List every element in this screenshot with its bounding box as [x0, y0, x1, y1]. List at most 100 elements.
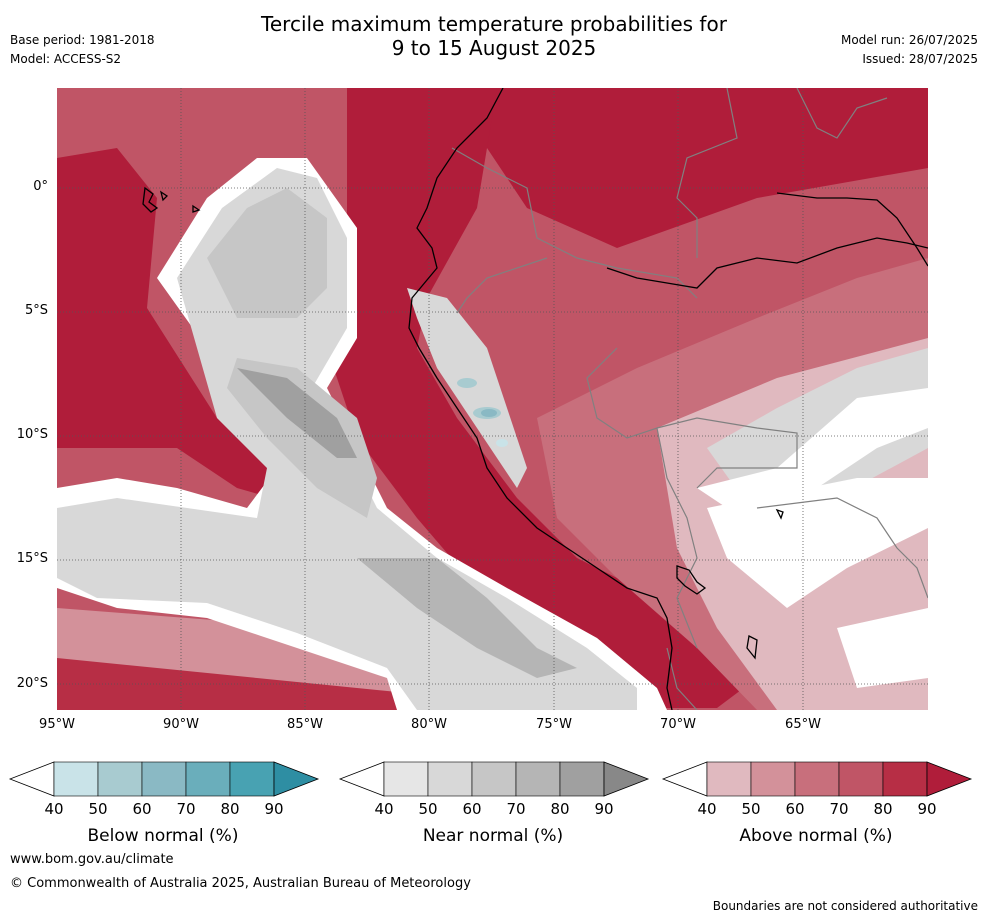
lon-label-75w: 75°W	[536, 717, 572, 732]
near-normal-light	[57, 168, 637, 710]
lon-label-85w: 85°W	[287, 717, 323, 732]
above-normal-label: Above normal (%)	[739, 826, 893, 846]
below-normal-patch-4	[496, 439, 508, 447]
near-normal-east-white	[697, 388, 928, 528]
above-colorbar-max-extension	[926, 761, 973, 797]
near-colorbar-segment-2	[471, 761, 517, 797]
below-colorbar-segment-4	[229, 761, 275, 797]
near-tick-80: 80	[550, 800, 570, 818]
footer-disclaimer: Boundaries are not considered authoritat…	[712, 899, 978, 913]
galapagos-1	[142, 186, 159, 213]
gridlines	[57, 88, 928, 710]
lon-label-95w: 95°W	[39, 717, 75, 732]
near-normal-east-white-2	[707, 478, 928, 608]
chart-title: Tercile maximum temperature probabilitie…	[0, 12, 988, 60]
below-tick-80: 80	[220, 800, 240, 818]
below-colorbar-segment-2	[141, 761, 187, 797]
below-normal-patch-2	[481, 409, 497, 417]
near-normal-mid-2	[227, 358, 377, 518]
above-colorbar-segment-0	[706, 761, 752, 797]
near-colorbar-segment-1	[427, 761, 473, 797]
probability-map	[57, 88, 928, 710]
above-colorbar-segment-4	[882, 761, 928, 797]
title-line-1: Tercile maximum temperature probabilitie…	[261, 12, 727, 36]
lon-label-90w: 90°W	[163, 717, 199, 732]
model-name: Model: ACCESS-S2	[10, 52, 122, 66]
lat-label-0: 0°	[33, 179, 48, 194]
below-normal-shading	[457, 378, 508, 447]
lake-titicaca	[676, 565, 707, 595]
border-peru-brazil	[456, 257, 548, 314]
near-normal-mid	[207, 188, 327, 318]
below-tick-60: 60	[132, 800, 152, 818]
near-tick-70: 70	[506, 800, 526, 818]
coast-north	[776, 192, 928, 267]
above-tick-60: 60	[785, 800, 805, 818]
border-peru-bolivia	[586, 347, 698, 649]
base-period: Base period: 1981-2018	[10, 33, 155, 47]
border-venezuela	[796, 88, 888, 139]
lat-label-10s: 10°S	[16, 427, 48, 442]
lon-label-70w: 70°W	[660, 717, 696, 732]
border-colombia-ecuador-peru	[451, 147, 698, 299]
above-tick-80: 80	[873, 800, 893, 818]
below-colorbar-min-extension	[8, 761, 55, 797]
below-normal-patch-3	[457, 378, 477, 388]
above-colorbar-segment-3	[838, 761, 884, 797]
near-colorbar-segment-4	[559, 761, 605, 797]
island-2	[746, 635, 758, 660]
issued-date: Issued: 28/07/2025	[862, 52, 978, 66]
lat-label-5s: 5°S	[24, 303, 48, 318]
footer-copyright: © Commonwealth of Australia 2025, Austra…	[10, 876, 471, 891]
strong-above-coast	[327, 88, 757, 708]
near-normal-strong	[237, 368, 357, 458]
model-run: Model run: 26/07/2025	[840, 33, 978, 47]
above-colorbar-segment-2	[794, 761, 840, 797]
near-normal-shading	[57, 158, 928, 710]
below-colorbar-max-extension	[273, 761, 320, 797]
country-borders	[451, 88, 928, 710]
lon-label-65w: 65°W	[785, 717, 821, 732]
near-colorbar-segment-0	[383, 761, 429, 797]
near-colorbar-max-extension	[603, 761, 650, 797]
coastline	[142, 88, 928, 710]
below-tick-70: 70	[176, 800, 196, 818]
above-colorbar-segment-1	[750, 761, 796, 797]
near-normal-southeast-white	[837, 608, 928, 688]
strong-above-west	[57, 148, 307, 508]
below-colorbar-segment-0	[53, 761, 99, 797]
below-tick-40: 40	[44, 800, 64, 818]
island-1	[775, 508, 784, 520]
near-normal-colorbar	[338, 761, 650, 797]
below-colorbar-segment-3	[185, 761, 231, 797]
near-colorbar-segment-3	[515, 761, 561, 797]
border-northeast	[676, 88, 738, 258]
near-normal-label: Near normal (%)	[422, 826, 564, 846]
above-tick-90: 90	[917, 800, 937, 818]
near-colorbar-min-extension	[338, 761, 385, 797]
above-tick-50: 50	[741, 800, 761, 818]
coast-pacific	[408, 88, 673, 710]
above-colorbar-min-extension	[661, 761, 708, 797]
above-normal-colorbar	[661, 761, 973, 797]
lat-label-15s: 15°S	[16, 551, 48, 566]
near-tick-40: 40	[374, 800, 394, 818]
near-tick-90: 90	[594, 800, 614, 818]
below-normal-colorbar	[8, 761, 320, 797]
below-normal-label: Below normal (%)	[87, 826, 239, 846]
footer-url: www.bom.gov.au/climate	[10, 852, 174, 867]
border-bolivia-brazil	[656, 417, 798, 489]
lon-label-80w: 80°W	[411, 717, 447, 732]
lat-label-20s: 20°S	[16, 676, 48, 691]
coast-amazon-river	[606, 237, 928, 289]
strong-above-north	[57, 88, 928, 248]
title-line-2: 9 to 15 August 2025	[391, 36, 597, 60]
near-normal-south	[357, 558, 577, 678]
below-tick-90: 90	[264, 800, 284, 818]
border-bolivia-paraguay	[756, 497, 928, 599]
galapagos-2	[159, 190, 169, 202]
above-tick-40: 40	[697, 800, 717, 818]
above-tick-70: 70	[829, 800, 849, 818]
near-tick-50: 50	[418, 800, 438, 818]
below-colorbar-segment-1	[97, 761, 143, 797]
